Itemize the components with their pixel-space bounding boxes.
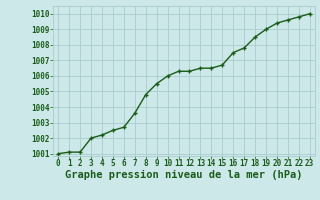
X-axis label: Graphe pression niveau de la mer (hPa): Graphe pression niveau de la mer (hPa) xyxy=(65,170,303,180)
